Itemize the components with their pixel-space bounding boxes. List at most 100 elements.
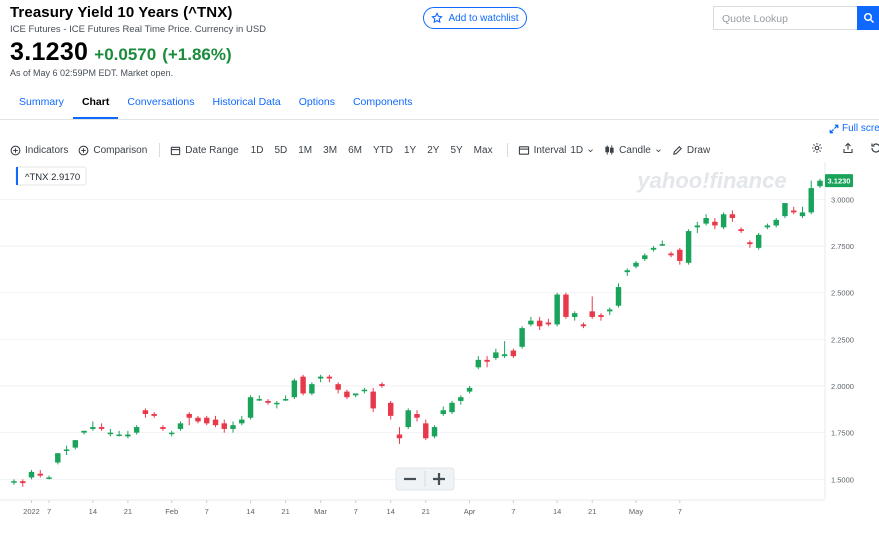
candle [335, 382, 341, 394]
interval-dropdown[interactable]: Interval 1D [518, 145, 595, 156]
range-1d[interactable]: 1D [250, 144, 264, 156]
price-chart[interactable]: yahoo!finance ^TNX 2.9170 3.0000 2.7500 2.… [0, 162, 879, 549]
candle-icon [605, 145, 614, 155]
star-icon [431, 12, 444, 24]
y-axis: 3.0000 2.7500 2.5000 2.2500 2.0000 1.7500 1.50… [831, 195, 854, 484]
full-screen-button[interactable]: Full scre [829, 123, 879, 134]
range-max[interactable]: Max [473, 144, 493, 156]
settings-button[interactable] [811, 142, 823, 154]
comparison-button[interactable]: Comparison [78, 145, 147, 156]
tab-chart[interactable]: Chart [72, 92, 119, 120]
x-tick-label: 14 [387, 507, 395, 516]
candle [81, 430, 87, 435]
candle [107, 428, 114, 437]
candle [177, 421, 184, 431]
tab-components[interactable]: Components [352, 96, 413, 108]
candle [396, 427, 403, 444]
quote-header: Treasury Yield 10 Years (^TNX) ICE Futur… [10, 4, 266, 35]
y-tick-label: 1.7500 [831, 429, 854, 438]
candle [712, 218, 718, 230]
reset-icon [871, 143, 879, 153]
candle [125, 430, 131, 439]
candle [116, 430, 122, 437]
tab-summary[interactable]: Summary [19, 96, 64, 108]
x-tick-label: 7 [511, 507, 515, 516]
reset-button[interactable] [870, 142, 879, 154]
range-2y[interactable]: 2Y [427, 144, 440, 156]
candle [598, 313, 604, 321]
range-1m[interactable]: 1M [298, 144, 313, 156]
plus-circle-icon [78, 145, 89, 155]
toolbar-divider [159, 143, 161, 157]
share-icon [843, 142, 853, 154]
candle [370, 387, 376, 413]
y-tick-label: 2.2500 [831, 335, 854, 344]
zoom-in-button[interactable] [426, 469, 453, 489]
range-ytd[interactable]: YTD [372, 144, 393, 156]
page-title: Treasury Yield 10 Years (^TNX) [10, 4, 233, 21]
comparison-label: Comparison [93, 144, 148, 156]
candle [642, 253, 648, 261]
candle [423, 419, 429, 441]
x-tick-label: 7 [354, 507, 358, 516]
candle [291, 378, 298, 400]
y-tick-label: 2.7500 [831, 242, 854, 251]
zoom-out-button[interactable] [397, 469, 424, 489]
share-button[interactable] [842, 142, 854, 154]
candle [668, 251, 674, 258]
chart-toolbar: Indicators Comparison Date Range 1D 5D 1… [10, 142, 720, 158]
candle [186, 412, 192, 426]
full-screen-label: Full scre [842, 123, 879, 134]
x-tick-label: 14 [553, 507, 561, 516]
x-tick-label: Mar [314, 507, 327, 516]
quote-lookup-input[interactable]: Quote Lookup [713, 6, 857, 30]
candle [405, 408, 411, 429]
indicators-label: Indicators [25, 144, 69, 156]
candle [650, 246, 657, 252]
candle [729, 210, 736, 222]
candle [11, 479, 17, 485]
candle [212, 415, 219, 428]
candle [747, 240, 753, 248]
calendar-icon [171, 146, 181, 155]
candle [256, 395, 263, 401]
pencil-icon [673, 145, 682, 155]
candle [221, 419, 227, 433]
date-range-button[interactable]: Date Range [170, 145, 239, 156]
indicators-button[interactable]: Indicators [10, 145, 68, 156]
legend-value: 2.9170 [51, 172, 80, 183]
range-3m[interactable]: 3M [323, 144, 338, 156]
tab-options[interactable]: Options [298, 96, 335, 108]
x-tick-label: 7 [47, 507, 51, 516]
tab-conversations[interactable]: Conversations [127, 96, 195, 108]
candle [282, 395, 289, 401]
candle [703, 214, 709, 226]
candle [738, 227, 744, 233]
price-row: 3.1230 +0.0570 (+1.86%) [10, 38, 232, 67]
x-tick-label: May [629, 507, 643, 516]
tab-historical-data[interactable]: Historical Data [212, 96, 281, 108]
interval-icon [518, 145, 529, 155]
candle [589, 296, 595, 319]
chart-type-dropdown[interactable]: Candle [604, 144, 662, 156]
candle [300, 374, 306, 396]
candle [247, 395, 254, 420]
candle [607, 307, 613, 316]
range-5y[interactable]: 5Y [450, 144, 463, 156]
candle [72, 440, 79, 450]
x-tick-label: 21 [422, 507, 430, 516]
add-to-watchlist-button[interactable]: Add to watchlist [423, 7, 527, 29]
candle [309, 382, 315, 396]
range-6m[interactable]: 6M [348, 144, 362, 156]
range-5d[interactable]: 5D [274, 144, 288, 156]
candle [168, 430, 175, 437]
candle [204, 415, 210, 426]
candle [274, 400, 280, 409]
candle [230, 421, 236, 433]
quote-timestamp: As of May 6 02:59PM EDT. Market open. [10, 68, 174, 78]
y-tick-label: 1.5000 [831, 475, 854, 484]
draw-button[interactable]: Draw [672, 145, 710, 156]
range-1y[interactable]: 1Y [403, 144, 417, 156]
search-button[interactable] [857, 6, 879, 30]
candle [160, 425, 166, 431]
